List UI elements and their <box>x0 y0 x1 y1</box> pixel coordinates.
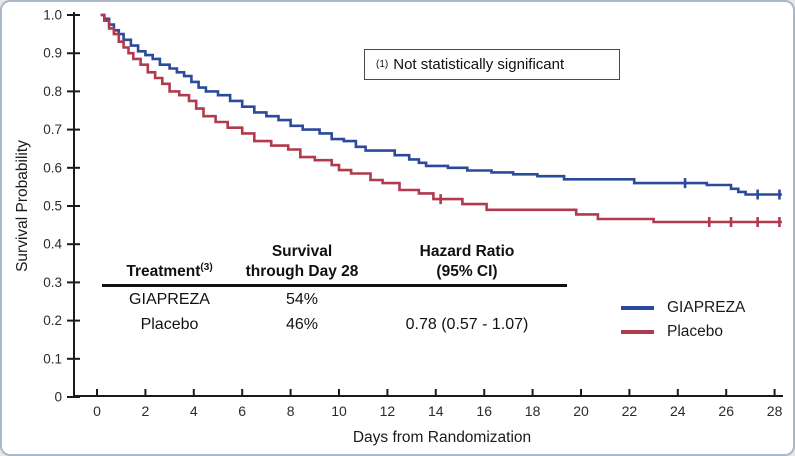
y-tick-label: 0.3 <box>43 275 62 290</box>
x-tick-label: 12 <box>380 403 396 419</box>
stats-table-body: GIAPREZA 54% Placebo 46% 0.78 (0.57 - 1.07) <box>102 287 567 337</box>
x-tick-label: 10 <box>331 403 347 419</box>
stats-table-row: GIAPREZA 54% <box>102 287 567 312</box>
stats-table-header: Treatment(3) Survival through Day 28 Haz… <box>102 242 567 282</box>
x-axis-title: Days from Randomization <box>352 429 532 446</box>
chart-legend: GIAPREZA Placebo <box>621 296 745 344</box>
legend-item-placebo: Placebo <box>621 320 745 344</box>
y-tick-label: 0.9 <box>43 46 62 61</box>
x-tick-label: 0 <box>93 403 101 419</box>
placebo-series <box>100 13 782 228</box>
header-treatment: Treatment(3) <box>102 242 237 282</box>
stats-table: Treatment(3) Survival through Day 28 Haz… <box>102 242 567 337</box>
y-tick-label: 1.0 <box>43 8 62 23</box>
hazard-cell <box>367 287 567 312</box>
header-survival-line1: Survival <box>271 243 333 260</box>
annotation-text: Not statistically significant <box>393 56 565 73</box>
y-tick-label: 0.1 <box>43 351 62 366</box>
x-tick-label: 14 <box>428 403 444 419</box>
treatment-cell: GIAPREZA <box>129 290 210 308</box>
header-treatment-label: Treatment <box>126 263 201 281</box>
y-tick-label: 0.4 <box>43 237 62 252</box>
x-axis-ticks: 0 2 4 6 8 10 12 14 16 18 20 22 24 26 28 <box>93 389 783 419</box>
x-tick-label: 16 <box>476 403 492 419</box>
header-hazard-line2: (95% CI) <box>436 263 498 281</box>
annotation-box: (1) Not statistically significant <box>364 49 620 80</box>
treatment-cell: Placebo <box>140 315 199 333</box>
legend-item-giapreza: GIAPREZA <box>621 296 745 320</box>
y-tick-label: 0.8 <box>43 84 62 99</box>
legend-label: Placebo <box>667 323 724 340</box>
header-treatment-superscript: (3) <box>200 261 213 273</box>
giapreza-curve <box>100 13 782 196</box>
legend-line-swatch <box>621 330 654 334</box>
header-hazard: Hazard Ratio (95% CI) <box>367 242 567 282</box>
y-tick-label: 0.7 <box>43 122 62 137</box>
x-tick-label: 26 <box>718 403 734 419</box>
hazard-cell: 0.78 (0.57 - 1.07) <box>405 315 529 333</box>
stats-table-rule <box>102 284 567 287</box>
survival-cell: 54% <box>285 290 319 308</box>
x-tick-label: 22 <box>622 403 638 419</box>
annotation-superscript: (1) <box>376 58 389 70</box>
x-tick-label: 8 <box>287 403 295 419</box>
x-tick-label: 6 <box>238 403 246 419</box>
x-tick-label: 18 <box>525 403 541 419</box>
giapreza-series <box>100 13 782 200</box>
legend-line-swatch <box>621 306 654 310</box>
x-tick-label: 24 <box>670 403 686 419</box>
x-tick-label: 4 <box>190 403 198 419</box>
y-axis-title: Survival Probability <box>14 140 31 272</box>
stats-table-row: Placebo 46% 0.78 (0.57 - 1.07) <box>102 312 567 337</box>
x-tick-label: 2 <box>142 403 150 419</box>
y-tick-label: 0 <box>54 390 62 405</box>
x-tick-label: 28 <box>767 403 783 419</box>
header-survival-line2: through Day 28 <box>245 263 359 281</box>
header-survival: Survival through Day 28 <box>237 242 367 282</box>
x-tick-label: 20 <box>573 403 589 419</box>
header-hazard-line1: Hazard Ratio <box>419 243 515 260</box>
axes <box>73 12 783 397</box>
y-tick-label: 0.6 <box>43 160 62 175</box>
y-tick-label: 0.2 <box>43 313 62 328</box>
y-axis-ticks: 1.0 0.9 0.8 0.7 0.6 0.5 0.4 0.3 0.2 0.1 0 <box>43 8 80 405</box>
placebo-curve <box>100 13 782 224</box>
survival-cell: 46% <box>285 315 319 333</box>
y-tick-label: 0.5 <box>43 199 62 214</box>
legend-label: GIAPREZA <box>667 299 746 316</box>
